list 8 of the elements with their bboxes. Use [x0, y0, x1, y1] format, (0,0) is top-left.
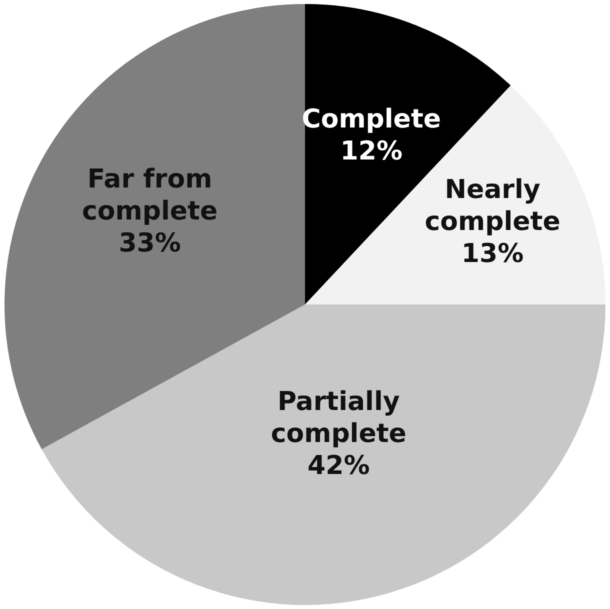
slice-label: Complete — [302, 104, 442, 135]
slice-label: Partially complete — [270, 387, 406, 450]
slice-label: Far from complete — [82, 164, 218, 226]
data-label: 33% — [118, 228, 181, 258]
slice-label: Nearly complete — [424, 175, 560, 238]
data-label: 12% — [340, 136, 402, 167]
data-label: 13% — [461, 239, 524, 270]
data-label: 42% — [308, 451, 370, 482]
